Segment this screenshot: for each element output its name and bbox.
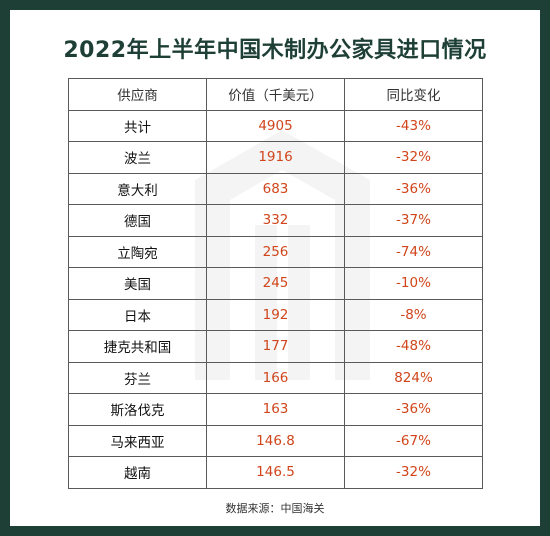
change-cell: -67% — [344, 424, 483, 457]
value-cell: 1916 — [206, 141, 345, 174]
supplier-cell: 越南 — [68, 456, 207, 489]
value-cell: 146.5 — [206, 456, 345, 489]
table-header-row: 供应商 价值（千美元） 同比变化 — [68, 78, 483, 111]
value-cell: 166 — [206, 361, 345, 394]
supplier-cell: 共计 — [68, 109, 207, 142]
supplier-cell: 意大利 — [68, 172, 207, 205]
table-row: 立陶宛 256 -74% — [68, 235, 483, 268]
change-cell: -37% — [344, 204, 483, 237]
value-cell: 245 — [206, 267, 345, 300]
header-supplier: 供应商 — [68, 78, 207, 111]
header-change: 同比变化 — [344, 78, 483, 111]
change-cell: -74% — [344, 235, 483, 268]
table-row: 越南 146.5 -32% — [68, 456, 483, 489]
value-cell: 256 — [206, 235, 345, 268]
change-cell: 824% — [344, 361, 483, 394]
table-row: 芬兰 166 824% — [68, 361, 483, 394]
supplier-cell: 波兰 — [68, 141, 207, 174]
supplier-cell: 日本 — [68, 298, 207, 331]
value-cell: 683 — [206, 172, 345, 205]
supplier-cell: 立陶宛 — [68, 235, 207, 268]
change-cell: -32% — [344, 141, 483, 174]
page-title: 2022年上半年中国木制办公家具进口情况 — [63, 38, 487, 63]
header-value: 价值（千美元） — [206, 78, 345, 111]
table-row: 德国 332 -37% — [68, 204, 483, 237]
change-cell: -48% — [344, 330, 483, 363]
table-row: 美国 245 -10% — [68, 267, 483, 300]
supplier-cell: 捷克共和国 — [68, 330, 207, 363]
value-cell: 177 — [206, 330, 345, 363]
content-card: 2022年上半年中国木制办公家具进口情况 供应商 价值（千美元） 同比变化 共计… — [10, 10, 540, 526]
supplier-cell: 马来西亚 — [68, 424, 207, 457]
table-row: 捷克共和国 177 -48% — [68, 330, 483, 363]
table-row: 马来西亚 146.8 -67% — [68, 424, 483, 457]
data-source-note: 数据来源：中国海关 — [225, 502, 325, 515]
table-row: 日本 192 -8% — [68, 298, 483, 331]
change-cell: -10% — [344, 267, 483, 300]
supplier-cell: 德国 — [68, 204, 207, 237]
table-row: 波兰 1916 -32% — [68, 141, 483, 174]
value-cell: 146.8 — [206, 424, 345, 457]
change-cell: -32% — [344, 456, 483, 489]
table-row: 共计 4905 -43% — [68, 109, 483, 142]
change-cell: -8% — [344, 298, 483, 331]
table-row: 斯洛伐克 163 -36% — [68, 393, 483, 426]
value-cell: 332 — [206, 204, 345, 237]
import-table: 供应商 价值（千美元） 同比变化 共计 4905 -43% 波兰 1916 -3… — [68, 78, 483, 489]
supplier-cell: 芬兰 — [68, 361, 207, 394]
supplier-cell: 斯洛伐克 — [68, 393, 207, 426]
change-cell: -36% — [344, 393, 483, 426]
value-cell: 192 — [206, 298, 345, 331]
change-cell: -43% — [344, 109, 483, 142]
value-cell: 4905 — [206, 109, 345, 142]
change-cell: -36% — [344, 172, 483, 205]
table-row: 意大利 683 -36% — [68, 172, 483, 205]
supplier-cell: 美国 — [68, 267, 207, 300]
value-cell: 163 — [206, 393, 345, 426]
